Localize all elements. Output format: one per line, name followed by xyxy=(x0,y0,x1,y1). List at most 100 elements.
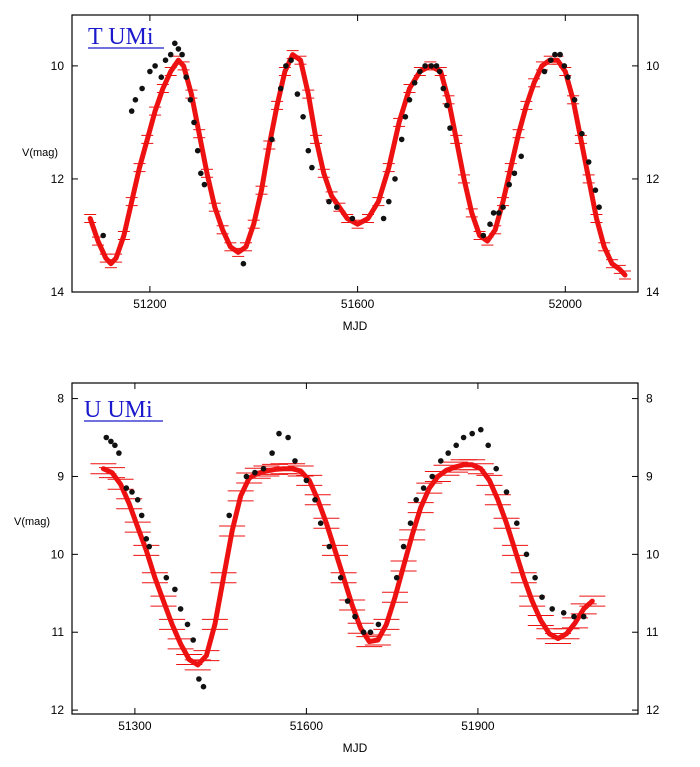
t-umi-observation-point xyxy=(579,130,585,137)
t-umi-observation-point xyxy=(386,198,392,205)
u-umi-observation-point xyxy=(172,586,178,593)
t-umi-y-axis-label: V(mag) xyxy=(22,147,58,159)
u-umi-observation-point xyxy=(269,450,275,456)
u-umi-y-tick-label-right: 12 xyxy=(646,703,660,717)
u-umi-y-axis-label: V(mag) xyxy=(14,516,50,528)
t-umi-observation-point xyxy=(480,232,487,239)
t-umi-observation-point xyxy=(277,85,284,92)
t-umi-observation-point xyxy=(380,215,387,222)
u-umi-observation-point xyxy=(292,458,298,464)
u-umi-observation-point xyxy=(352,613,358,620)
u-umi-observation-point xyxy=(469,430,476,437)
u-umi-observation-point xyxy=(580,613,587,620)
u-umi-observation-point xyxy=(400,543,407,550)
u-umi-observation-point xyxy=(303,477,310,484)
t-umi-observation-point xyxy=(511,170,518,177)
t-umi-observation-point xyxy=(179,51,185,58)
u-umi-observation-point xyxy=(123,485,130,491)
t-umi-observation-point xyxy=(392,176,398,182)
t-umi-observation-point xyxy=(433,63,440,69)
t-umi-observation-point xyxy=(334,204,340,210)
t-umi-observation-point xyxy=(440,85,447,92)
t-umi-observation-series xyxy=(100,40,602,267)
u-umi-observation-point xyxy=(560,610,567,616)
t-umi-observation-point xyxy=(436,68,443,75)
u-umi-observation-point xyxy=(326,543,333,550)
t-umi-observation-point xyxy=(300,114,306,120)
u-umi-observation-point xyxy=(190,637,196,643)
u-umi-x-tick-label: 51600 xyxy=(290,719,324,733)
t-umi-model-series xyxy=(84,50,631,280)
u-umi-panel: U UMi V(mag) MJD 51300 51600 51900 8 8 9 9 10 10… xyxy=(14,382,660,755)
u-umi-observation-point xyxy=(312,497,318,503)
t-umi-observation-point xyxy=(398,136,405,143)
t-umi-observation-point xyxy=(175,46,182,52)
t-umi-observation-point xyxy=(596,204,602,210)
t-umi-observation-point xyxy=(496,210,502,216)
u-umi-y-tick-label-right: 9 xyxy=(646,469,653,483)
t-umi-observation-point xyxy=(288,57,294,63)
u-umi-y-tick-label: 10 xyxy=(51,547,65,561)
u-umi-observation-point xyxy=(184,621,191,628)
u-umi-observation-point xyxy=(460,434,467,441)
t-umi-observation-point xyxy=(167,51,174,58)
u-umi-y-tick-label: 8 xyxy=(57,392,64,406)
t-umi-observation-point xyxy=(172,40,178,47)
t-umi-observation-point xyxy=(240,260,247,267)
t-umi-observation-point xyxy=(294,91,301,97)
t-umi-observation-point xyxy=(100,232,106,239)
u-umi-observation-point xyxy=(108,438,114,445)
u-umi-observation-point xyxy=(407,520,414,526)
t-umi-x-axis-label: MJD xyxy=(343,319,368,333)
t-umi-observation-point xyxy=(548,57,554,63)
t-umi-observation-point xyxy=(147,68,153,75)
t-umi-observation-point xyxy=(422,63,428,69)
u-umi-y-tick-label: 9 xyxy=(57,469,64,483)
t-umi-observation-point xyxy=(518,153,524,160)
t-umi-y-tick-label: 12 xyxy=(51,172,65,186)
u-umi-observation-point xyxy=(413,497,420,503)
u-umi-observation-point xyxy=(420,485,427,491)
u-umi-x-tick-label: 51900 xyxy=(461,719,495,733)
t-umi-model-curve xyxy=(87,52,628,278)
u-umi-axis-ticks: 51300 51600 51900 8 8 9 9 10 10 11 11 12 12 xyxy=(51,383,660,733)
t-umi-observation-point xyxy=(132,97,139,103)
u-umi-observation-point xyxy=(549,606,555,612)
t-umi-observation-point xyxy=(585,159,592,165)
u-umi-observation-series xyxy=(103,426,587,690)
t-umi-observation-point xyxy=(541,68,548,75)
t-umi-observation-point xyxy=(506,181,512,188)
u-umi-y-tick-label-right: 10 xyxy=(646,547,660,561)
t-umi-observation-point xyxy=(283,63,289,69)
u-umi-y-tick-label-right: 8 xyxy=(646,392,653,406)
u-umi-model-series xyxy=(90,459,606,671)
t-umi-observation-point xyxy=(183,74,189,80)
t-umi-observation-point xyxy=(152,63,158,69)
u-umi-observation-point xyxy=(200,683,207,690)
t-umi-observation-point xyxy=(557,51,563,58)
u-umi-observation-point xyxy=(196,676,202,682)
u-umi-observation-point xyxy=(503,489,510,495)
u-umi-observation-point xyxy=(317,520,324,526)
t-umi-observation-point xyxy=(417,68,423,75)
t-umi-observation-point xyxy=(128,108,135,114)
u-umi-observation-point xyxy=(344,598,351,604)
u-umi-observation-point xyxy=(360,629,367,635)
t-umi-plot-frame xyxy=(71,14,639,293)
u-umi-y-tick-label: 11 xyxy=(52,625,65,639)
t-umi-y-tick-label-right: 14 xyxy=(646,285,660,299)
t-umi-observation-point xyxy=(191,119,197,126)
t-umi-observation-point xyxy=(411,80,418,86)
t-umi-observation-point xyxy=(444,102,450,109)
t-umi-x-tick-label: 51200 xyxy=(133,297,167,311)
u-umi-observation-point xyxy=(514,520,520,526)
t-umi-observation-point xyxy=(326,198,332,205)
u-umi-observation-point xyxy=(146,543,152,550)
t-umi-observation-point xyxy=(592,187,599,193)
t-umi-panel: T UMi V(mag) MJD 51200 51600 52000 10 10 12 12… xyxy=(22,14,660,333)
u-umi-observation-point xyxy=(429,473,436,480)
u-umi-observation-point xyxy=(478,426,484,433)
u-umi-observation-point xyxy=(134,497,141,503)
t-umi-observation-point xyxy=(198,170,204,177)
